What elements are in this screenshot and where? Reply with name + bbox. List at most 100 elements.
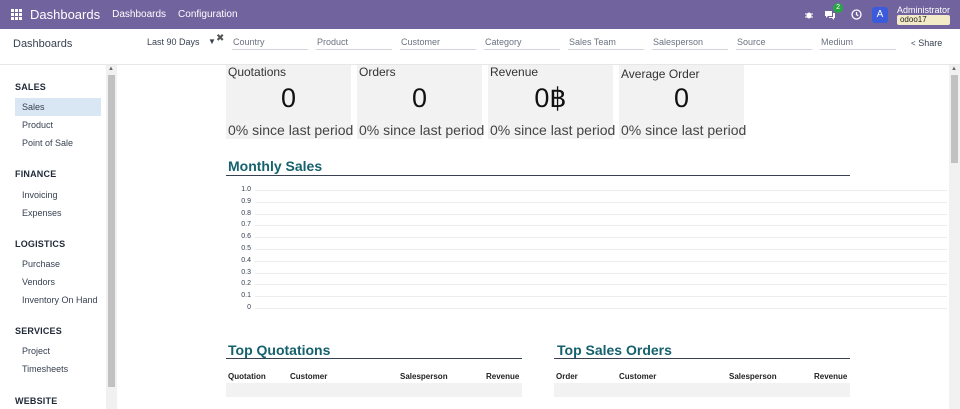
chat-icon[interactable]: 2 [824, 2, 843, 21]
y-tick-label: 0.1 [241, 292, 251, 300]
top-sales-orders-title: Top Sales Orders [557, 342, 672, 358]
sidebar-item-sales[interactable]: Sales [15, 98, 101, 116]
kpi-card-quotations[interactable]: Quotations 0 0% since last period [226, 65, 354, 139]
column-header-quotation[interactable]: Quotation [228, 372, 266, 381]
menu-configuration[interactable]: Configuration [178, 9, 238, 20]
table-row [554, 383, 850, 397]
kpi-value: 0 [280, 83, 297, 113]
share-label: Share [918, 38, 943, 48]
column-header-salesperson[interactable]: Salesperson [400, 372, 448, 381]
gridline [255, 272, 947, 274]
section-divider [226, 175, 850, 176]
top-quotations-title: Top Quotations [228, 342, 331, 358]
db-name: odoo17 [896, 14, 950, 25]
column-header-revenue[interactable]: Revenue [486, 372, 520, 381]
app-brand[interactable]: Dashboards [30, 7, 101, 22]
bug-icon[interactable] [803, 9, 815, 21]
user-menu[interactable]: Administrator odoo17 [896, 4, 950, 25]
share-button[interactable]: < Share [911, 38, 942, 48]
filter-source[interactable]: Source [736, 37, 812, 50]
breadcrumb[interactable]: Dashboards [13, 38, 73, 50]
sidebar-item-expenses[interactable]: Expenses [22, 208, 62, 218]
sidebar-item-vendors[interactable]: Vendors [22, 277, 56, 287]
y-tick-label: 0.7 [241, 221, 251, 229]
scroll-up-icon[interactable]: ▲ [108, 66, 114, 72]
column-header-customer[interactable]: Customer [290, 372, 328, 381]
apps-icon[interactable] [11, 9, 22, 20]
sidebar-item-point-of-sale[interactable]: Point of Sale [22, 138, 74, 148]
y-tick-label: 0.5 [241, 245, 251, 252]
avatar[interactable]: A [871, 6, 888, 23]
filter-salesperson[interactable]: Salesperson [652, 37, 728, 50]
caret-down-icon[interactable]: ▼ [208, 37, 216, 46]
kpi-card-revenue[interactable]: Revenue 0฿ 0% since last period [488, 65, 616, 139]
y-tick-label: 0 [247, 304, 251, 311]
monthly-sales-chart: 1.0 0.9 0.8 0.7 0.6 0.5 0.4 0.3 0.2 0.1 0 [225, 184, 955, 314]
column-header-order[interactable]: Order [556, 372, 578, 381]
sidebar-item-invoicing[interactable]: Invoicing [22, 190, 58, 200]
column-header-customer[interactable]: Customer [619, 372, 657, 381]
dashboard-content: Quotations 0 0% since last period Orders… [117, 65, 949, 409]
y-tick-label: 0.8 [241, 209, 251, 217]
y-tick-label: 0.4 [241, 256, 251, 264]
sidebar-item-timesheets[interactable]: Timesheets [22, 364, 69, 374]
scroll-up-icon[interactable]: ▲ [951, 66, 957, 72]
clock-icon[interactable] [851, 9, 863, 21]
filter-customer[interactable]: Customer [400, 37, 476, 50]
column-header-salesperson[interactable]: Salesperson [729, 372, 777, 381]
section-divider [554, 358, 850, 359]
kpi-delta: 0% since last period [228, 122, 354, 138]
kpi-card-average-order[interactable]: Average Order 0 0% since last period [619, 65, 747, 139]
kpi-card-orders[interactable]: Orders 0 0% since last period [357, 65, 485, 139]
sidebar-item-product[interactable]: Product [22, 120, 54, 130]
sidebar-heading-services: SERVICES [15, 326, 62, 336]
gridline [255, 260, 947, 262]
filter-sales-team[interactable]: Sales Team [568, 37, 644, 50]
menu-dashboards[interactable]: Dashboards [112, 9, 167, 20]
main-scroll-thumb[interactable] [951, 75, 958, 163]
sidebar-item-inventory-on-hand[interactable]: Inventory On Hand [22, 295, 98, 305]
y-tick-label: 0.9 [241, 197, 251, 205]
gridline [255, 284, 947, 286]
main-scrollbar[interactable]: ▲ [949, 65, 960, 409]
kpi-delta: 0% since last period [621, 122, 747, 138]
filter-category[interactable]: Category [484, 37, 560, 50]
table-row [226, 383, 522, 397]
clear-period-icon[interactable]: ✖ [216, 33, 225, 44]
sidebar-heading-logistics: LOGISTICS [15, 239, 66, 249]
kpi-value: 0 [411, 83, 428, 113]
kpi-value: 0 [673, 83, 690, 113]
sidebar-heading-finance: FINANCE [15, 169, 57, 179]
kpi-title: Revenue [490, 65, 539, 79]
filter-medium[interactable]: Medium [820, 37, 896, 50]
gridline [255, 225, 947, 227]
kpi-title: Orders [359, 65, 396, 79]
top-navbar: Dashboards Dashboards Configuration 2 A … [0, 0, 960, 29]
kpi-value: 0฿ [534, 83, 567, 113]
column-header-revenue[interactable]: Revenue [814, 372, 848, 381]
gridline [255, 213, 947, 215]
sidebar-heading-sales: SALES [15, 82, 47, 92]
kpi-delta: 0% since last period [359, 122, 485, 138]
gridline [255, 308, 947, 309]
sidebar-item-purchase[interactable]: Purchase [22, 259, 61, 269]
gridline [255, 237, 947, 239]
section-divider [226, 358, 522, 359]
filter-product[interactable]: Product [316, 37, 392, 50]
gridline [255, 296, 947, 298]
y-tick-label: 0.2 [241, 280, 251, 288]
control-panel: Dashboards Last 90 Days ▼ ✖ Country Prod… [0, 29, 960, 65]
sidebar-scroll-thumb[interactable] [108, 75, 115, 387]
sidebar-scrollbar[interactable]: ▲ [106, 65, 117, 409]
kpi-delta: 0% since last period [490, 122, 616, 138]
y-tick-label: 0.3 [241, 268, 251, 276]
gridline [255, 249, 947, 250]
sidebar-item-project[interactable]: Project [22, 346, 51, 356]
share-icon: < [911, 39, 916, 48]
y-tick-label: 1.0 [241, 186, 251, 193]
period-select[interactable]: Last 90 Days [147, 37, 200, 47]
user-name: Administrator [896, 4, 950, 15]
y-tick-label: 0.6 [241, 233, 251, 241]
kpi-title: Average Order [621, 67, 700, 81]
filter-country[interactable]: Country [232, 37, 308, 50]
